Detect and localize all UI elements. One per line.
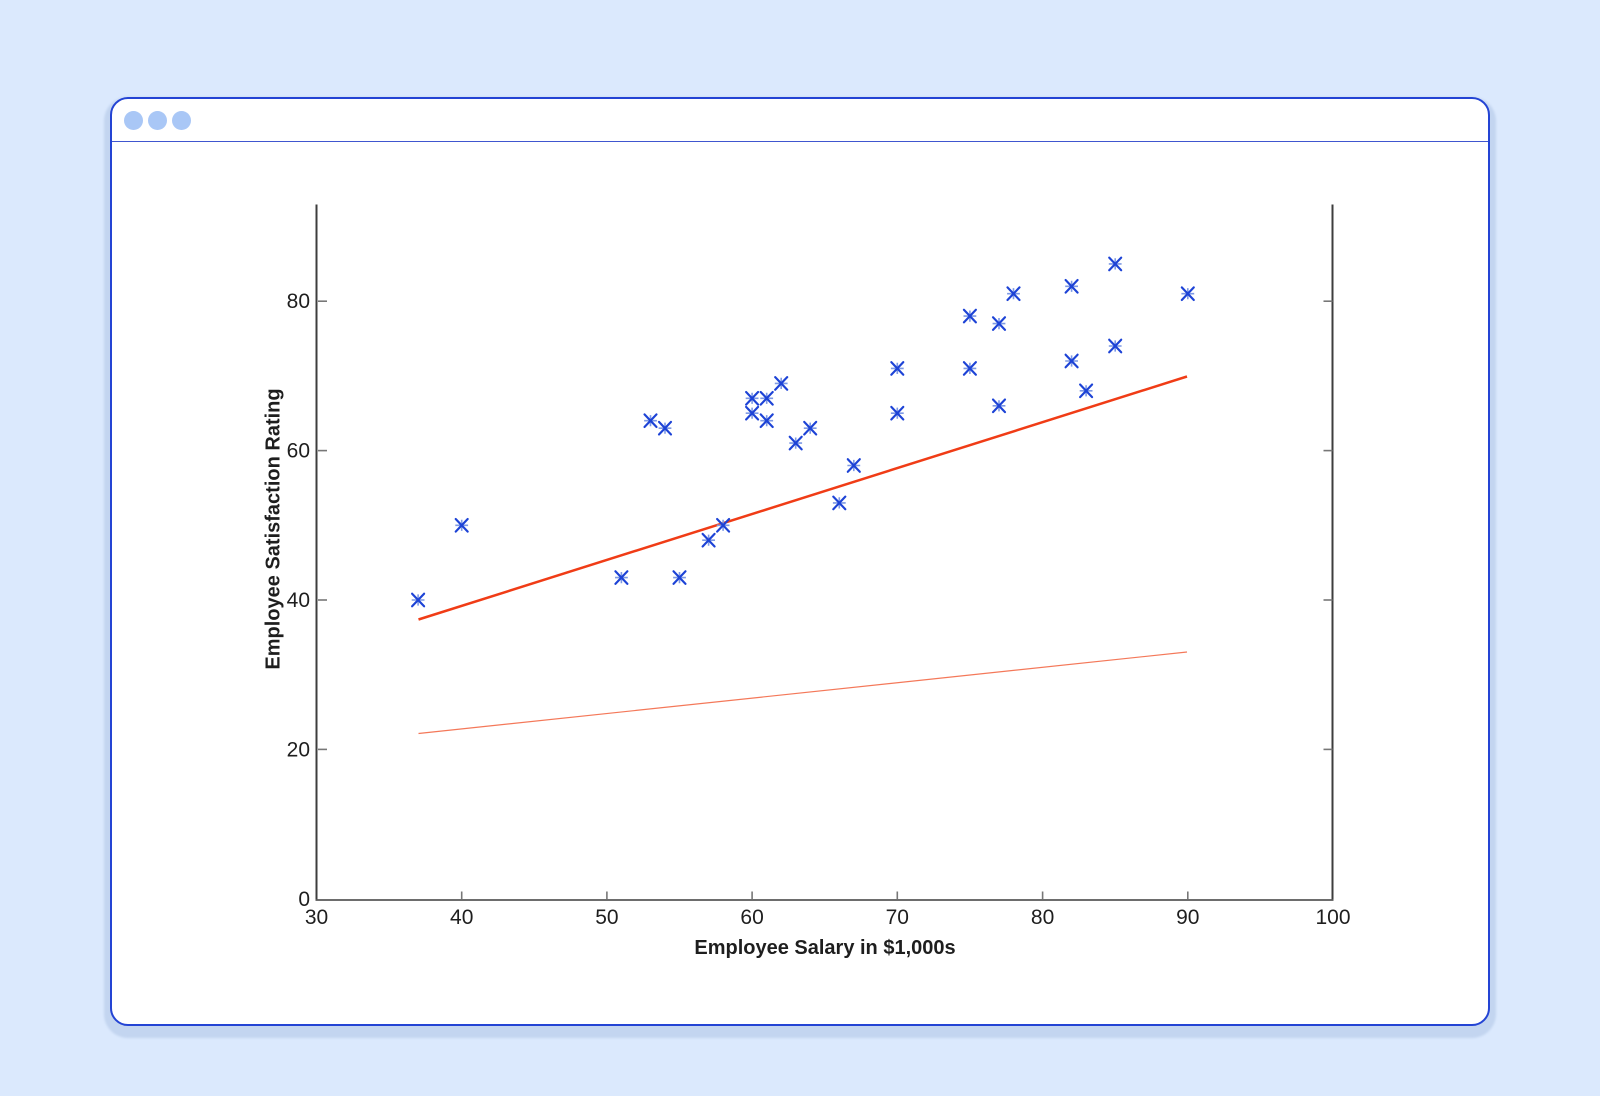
svg-text:50: 50 [595,906,618,929]
svg-text:40: 40 [287,589,310,612]
svg-text:70: 70 [886,906,909,929]
svg-text:0: 0 [298,888,310,911]
svg-text:60: 60 [287,440,310,463]
svg-text:30: 30 [305,906,328,929]
svg-text:90: 90 [1176,906,1199,929]
svg-text:40: 40 [450,906,473,929]
svg-text:60: 60 [740,906,763,929]
svg-text:80: 80 [287,290,310,313]
svg-text:Employee Salary in $1,000s: Employee Salary in $1,000s [694,937,955,959]
svg-text:80: 80 [1031,906,1054,929]
svg-text:20: 20 [287,738,310,761]
svg-text:100: 100 [1315,906,1350,929]
svg-text:Employee Satisfaction Rating: Employee Satisfaction Rating [263,388,285,669]
